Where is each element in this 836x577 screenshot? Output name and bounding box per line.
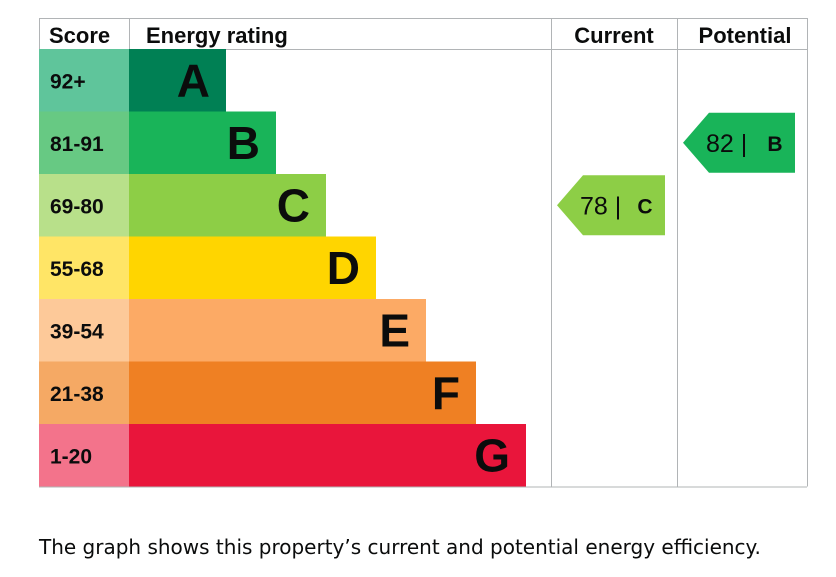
band-bar-b [129, 111, 276, 174]
band-letter-g: G [474, 429, 510, 481]
band-letter-c: C [277, 179, 310, 231]
score-range-a: 92+ [50, 70, 86, 93]
score-cell-g [39, 424, 129, 487]
band-bar-c [129, 174, 326, 237]
current-arrow [557, 175, 665, 236]
band-bar-f [129, 361, 476, 424]
header-row: Score Energy rating Current Potential [49, 23, 791, 48]
band-bar-a [129, 49, 226, 112]
score-cell-c [39, 174, 129, 237]
score-cell-a [39, 49, 129, 112]
score-range-b: 81-91 [50, 133, 104, 156]
potential-arrow [683, 112, 795, 173]
score-range-d: 55-68 [50, 258, 104, 281]
score-cell-d [39, 236, 129, 299]
current-letter: C [637, 195, 652, 218]
current-score-label: 78 | [580, 192, 621, 220]
rating-arrows: 78 | C 82 | B [557, 112, 795, 236]
rating-bands: 92+ A 81-91 B 69-80 C 55-68 D 39-54 E 21-38 F 1-20 G [39, 49, 526, 487]
score-cell-e [39, 299, 129, 362]
potential-letter: B [767, 133, 782, 156]
score-range-g: 1-20 [50, 445, 92, 468]
band-bar-g [129, 424, 526, 487]
band-bar-d [129, 236, 376, 299]
header-current: Current [574, 23, 654, 48]
band-bar-e [129, 299, 426, 362]
score-cell-f [39, 361, 129, 424]
chart-caption: The graph shows this property’s current … [39, 535, 761, 559]
score-range-c: 69-80 [50, 195, 104, 218]
score-range-f: 21-38 [50, 383, 104, 406]
score-range-e: 39-54 [50, 320, 104, 343]
header-score: Score [49, 23, 110, 48]
epc-chart: Score Energy rating Current Potential 92… [39, 18, 808, 488]
band-letter-f: F [432, 367, 460, 419]
header-potential: Potential [699, 23, 792, 48]
band-letter-a: A [177, 54, 210, 106]
potential-score-label: 82 | [706, 130, 747, 158]
band-letter-b: B [227, 117, 260, 169]
score-cell-b [39, 111, 129, 174]
band-letter-e: E [379, 304, 410, 356]
band-letter-d: D [327, 242, 360, 294]
header-energy-rating: Energy rating [146, 23, 288, 48]
